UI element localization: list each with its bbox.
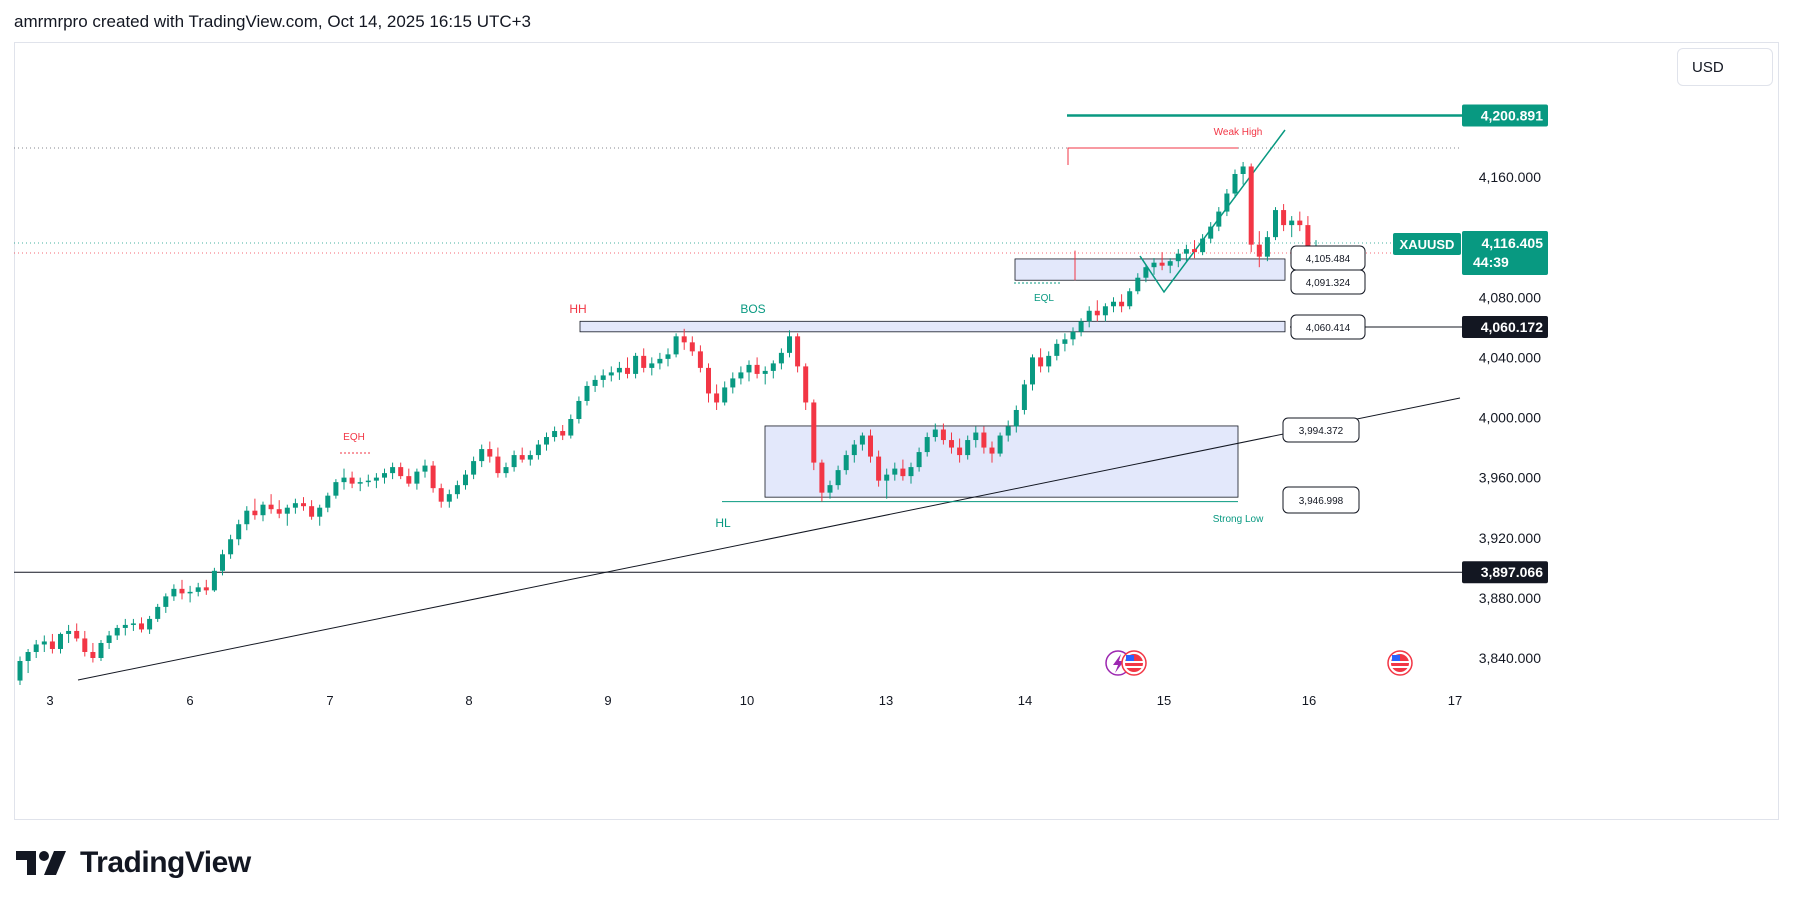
tradingview-logo[interactable]: TradingView	[16, 846, 251, 880]
tradingview-logo-icon	[16, 851, 66, 875]
currency-button[interactable]: USD	[1677, 48, 1773, 86]
chart-header-text: amrmrpro created with TradingView.com, O…	[14, 12, 532, 31]
tradingview-brand: TradingView	[80, 846, 251, 879]
chart-frame	[14, 42, 1779, 820]
